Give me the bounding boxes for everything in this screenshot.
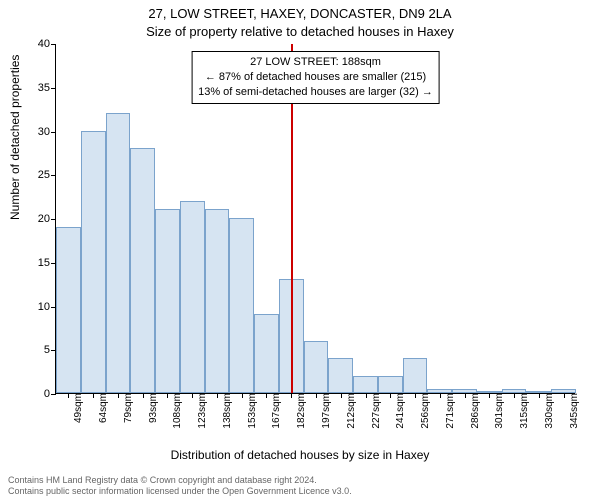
x-tick-label: 345sqm: [567, 393, 580, 429]
x-axis-label: Distribution of detached houses by size …: [0, 448, 600, 462]
chart-title-main: 27, LOW STREET, HAXEY, DONCASTER, DN9 2L…: [0, 6, 600, 21]
x-tick-mark: [539, 393, 540, 398]
x-tick-mark: [440, 393, 441, 398]
y-tick-mark: [51, 394, 56, 395]
x-tick-label: 93sqm: [146, 393, 159, 423]
histogram-bar: [130, 148, 155, 393]
histogram-bar: [328, 358, 353, 393]
histogram-bar: [205, 209, 230, 393]
histogram-bar: [304, 341, 329, 394]
y-axis-label: Number of detached properties: [8, 55, 22, 220]
y-tick-mark: [51, 132, 56, 133]
x-tick-label: 197sqm: [319, 393, 332, 429]
footer-line-2: Contains public sector information licen…: [8, 486, 352, 498]
x-tick-mark: [341, 393, 342, 398]
footer-attribution: Contains HM Land Registry data © Crown c…: [8, 475, 352, 498]
x-tick-label: 64sqm: [96, 393, 109, 423]
annotation-line: ← 87% of detached houses are smaller (21…: [198, 70, 433, 85]
x-tick-mark: [564, 393, 565, 398]
histogram-bar: [106, 113, 131, 393]
x-tick-mark: [167, 393, 168, 398]
x-tick-label: 241sqm: [393, 393, 406, 429]
property-size-chart: 27, LOW STREET, HAXEY, DONCASTER, DN9 2L…: [0, 0, 600, 500]
x-tick-label: 286sqm: [468, 393, 481, 429]
y-tick-mark: [51, 175, 56, 176]
x-tick-mark: [366, 393, 367, 398]
x-tick-mark: [93, 393, 94, 398]
histogram-bar: [353, 376, 378, 394]
histogram-bar: [155, 209, 180, 393]
x-tick-mark: [291, 393, 292, 398]
histogram-bar: [81, 131, 106, 394]
x-tick-label: 315sqm: [517, 393, 530, 429]
x-tick-label: 123sqm: [195, 393, 208, 429]
x-tick-label: 212sqm: [344, 393, 357, 429]
x-tick-label: 108sqm: [170, 393, 183, 429]
x-tick-mark: [242, 393, 243, 398]
x-tick-mark: [390, 393, 391, 398]
x-tick-label: 271sqm: [443, 393, 456, 429]
annotation-line: 13% of semi-detached houses are larger (…: [198, 85, 433, 100]
x-tick-mark: [192, 393, 193, 398]
x-tick-mark: [489, 393, 490, 398]
footer-line-1: Contains HM Land Registry data © Crown c…: [8, 475, 352, 487]
x-tick-label: 138sqm: [220, 393, 233, 429]
x-tick-label: 256sqm: [418, 393, 431, 429]
y-tick-mark: [51, 219, 56, 220]
histogram-bar: [180, 201, 205, 394]
x-tick-mark: [465, 393, 466, 398]
annotation-line: 27 LOW STREET: 188sqm: [198, 55, 433, 70]
x-tick-mark: [316, 393, 317, 398]
chart-title-sub: Size of property relative to detached ho…: [0, 24, 600, 39]
x-tick-mark: [68, 393, 69, 398]
x-tick-label: 79sqm: [121, 393, 134, 423]
y-tick-mark: [51, 44, 56, 45]
x-tick-mark: [143, 393, 144, 398]
histogram-bar: [56, 227, 81, 393]
x-tick-mark: [217, 393, 218, 398]
plot-area: 051015202530354049sqm64sqm79sqm93sqm108s…: [55, 44, 575, 394]
x-tick-mark: [118, 393, 119, 398]
x-tick-mark: [415, 393, 416, 398]
x-tick-label: 153sqm: [245, 393, 258, 429]
annotation-box: 27 LOW STREET: 188sqm← 87% of detached h…: [191, 51, 440, 104]
histogram-bar: [229, 218, 254, 393]
histogram-bar: [378, 376, 403, 394]
x-tick-label: 227sqm: [369, 393, 382, 429]
histogram-bar: [254, 314, 279, 393]
x-tick-label: 167sqm: [269, 393, 282, 429]
x-tick-mark: [266, 393, 267, 398]
x-tick-label: 301sqm: [492, 393, 505, 429]
y-tick-mark: [51, 88, 56, 89]
x-tick-mark: [514, 393, 515, 398]
x-tick-label: 182sqm: [294, 393, 307, 429]
x-tick-label: 330sqm: [542, 393, 555, 429]
x-tick-label: 49sqm: [71, 393, 84, 423]
histogram-bar: [403, 358, 428, 393]
